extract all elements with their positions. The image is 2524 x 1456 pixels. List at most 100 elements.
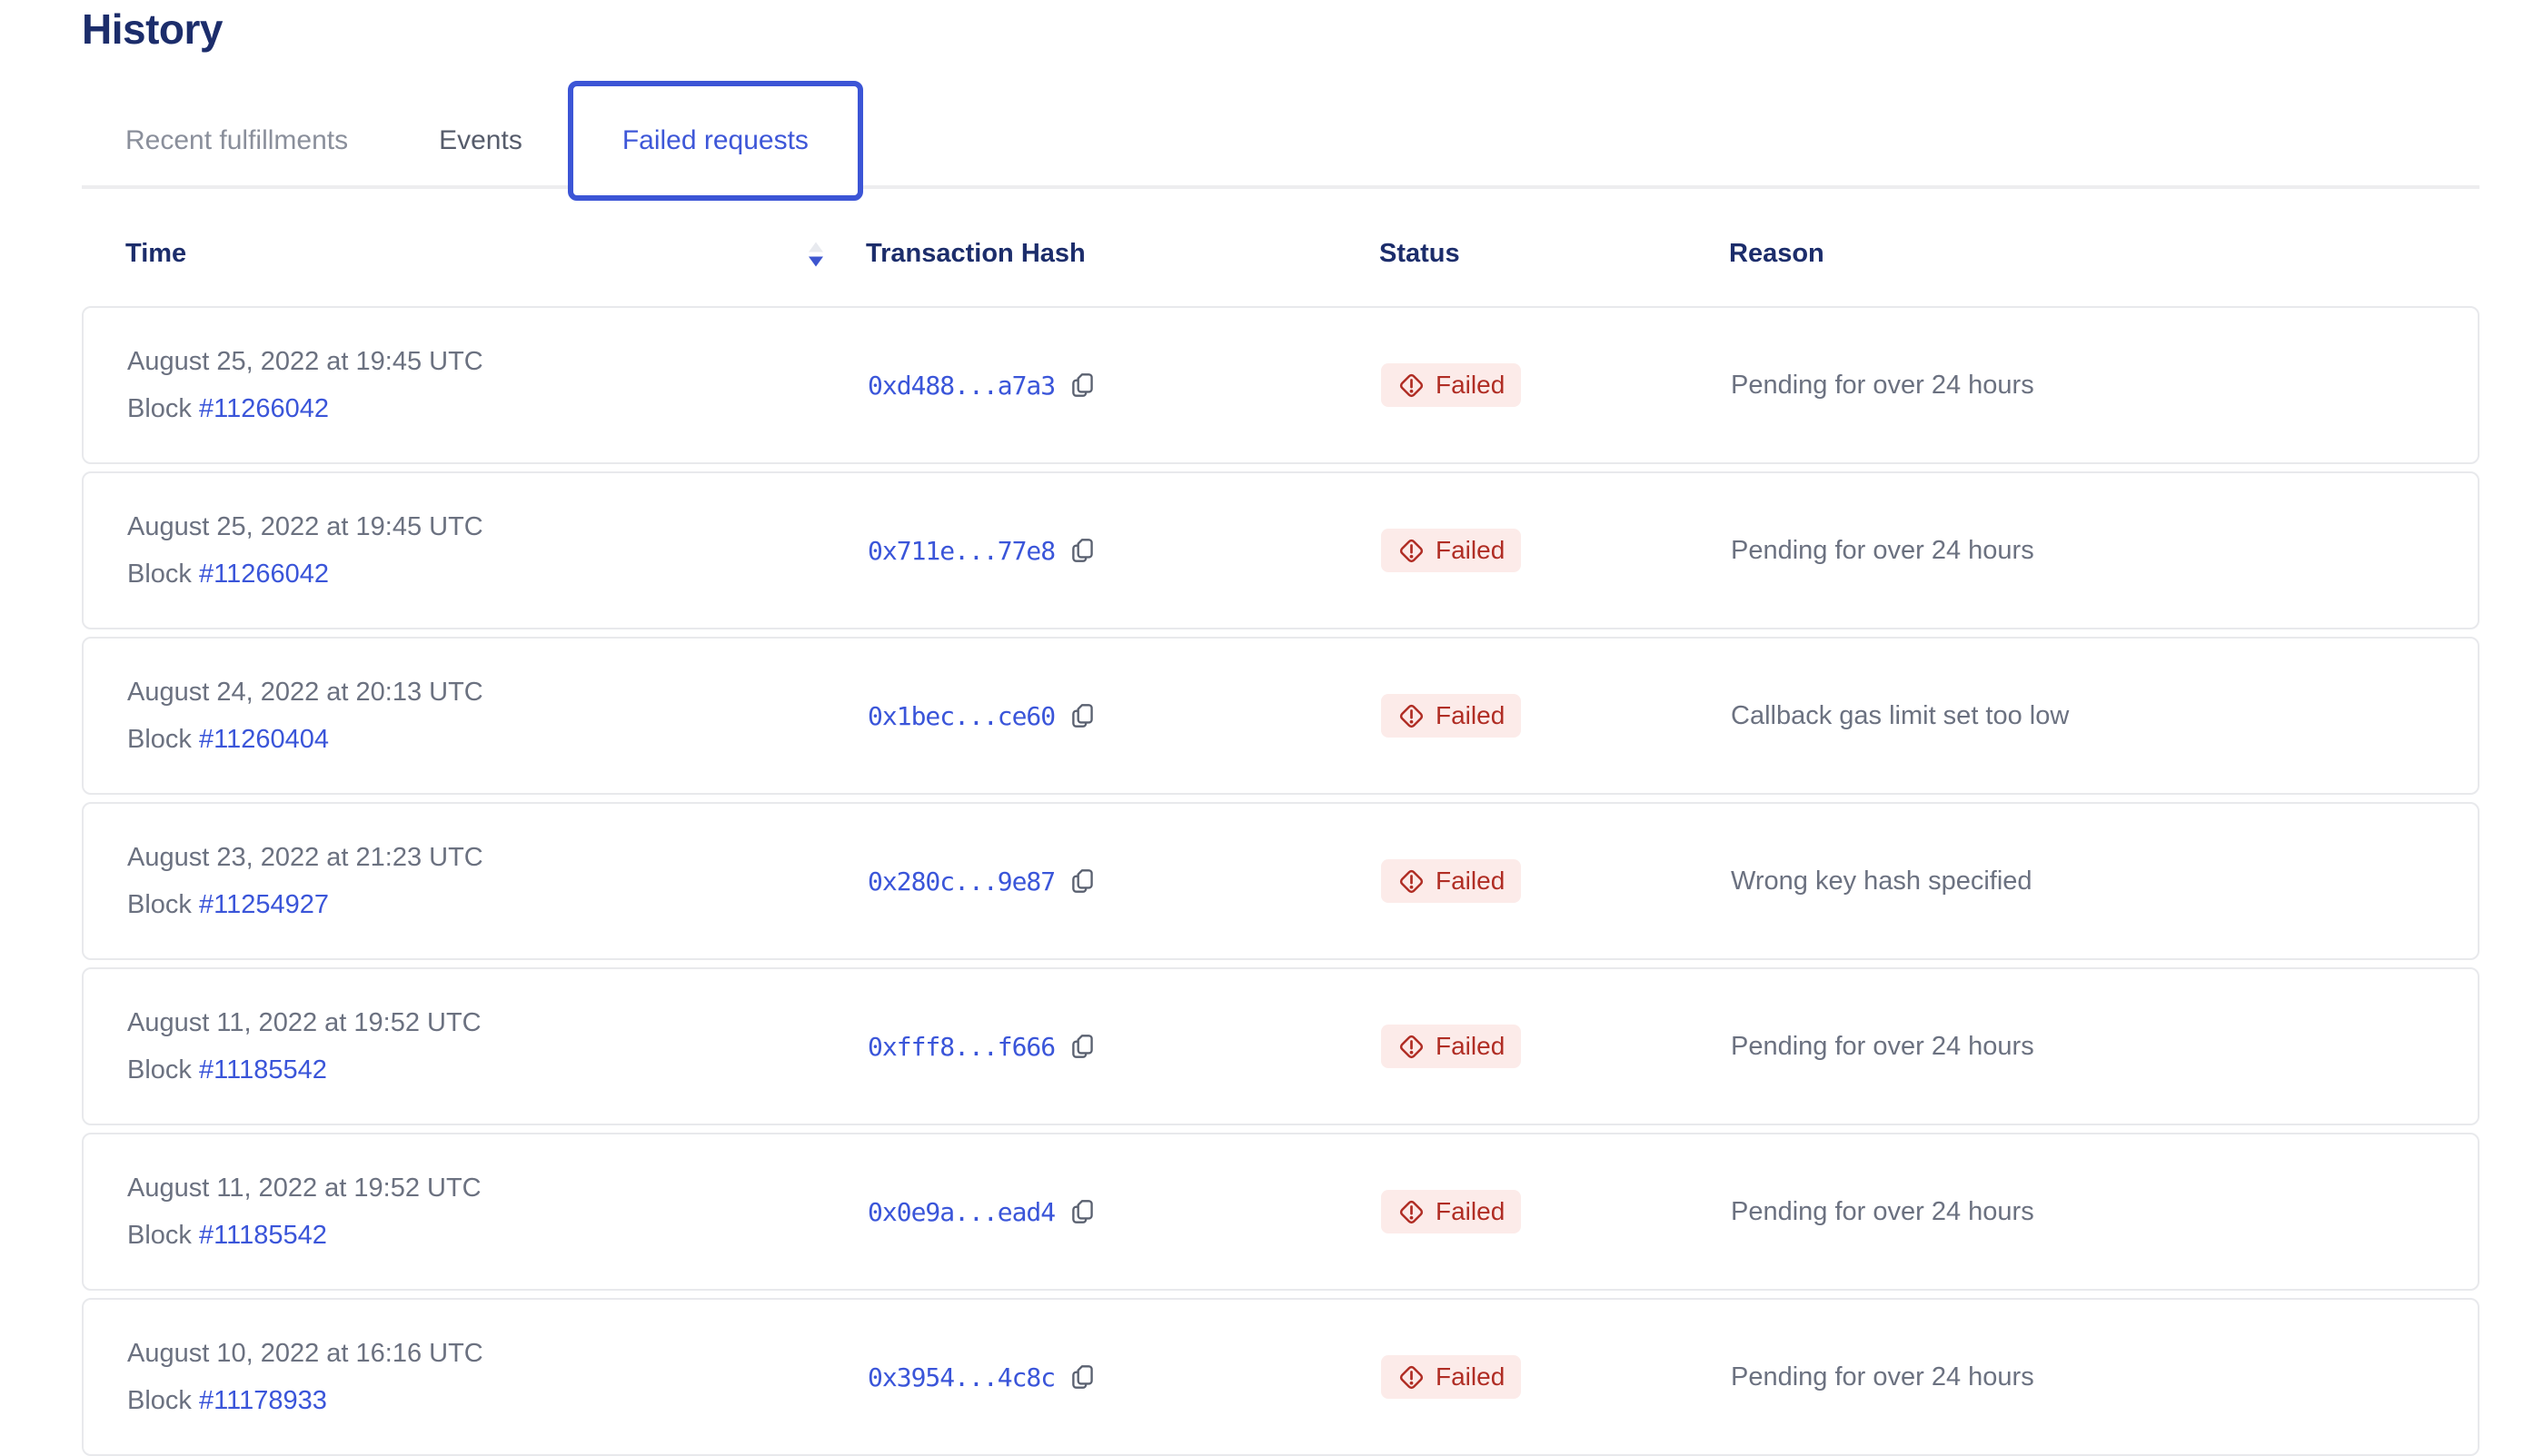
status-badge: Failed	[1381, 363, 1522, 407]
table-row: August 11, 2022 at 19:52 UTC Block #1118…	[82, 1133, 2479, 1291]
table-row: August 25, 2022 at 19:45 UTC Block #1126…	[82, 306, 2479, 464]
row-timestamp: August 24, 2022 at 20:13 UTC	[127, 678, 483, 707]
hash-cell: 0xd488...a7a3	[868, 370, 1381, 401]
block-line: Block #11260404	[127, 725, 868, 754]
copy-icon[interactable]	[1068, 370, 1098, 401]
row-timestamp: August 11, 2022 at 19:52 UTC	[127, 1174, 482, 1203]
table-row: August 11, 2022 at 19:52 UTC Block #1118…	[82, 967, 2479, 1125]
status-cell: Failed	[1381, 529, 1731, 572]
status-badge-label: Failed	[1436, 1197, 1505, 1225]
column-header-status[interactable]: Status	[1379, 239, 1460, 268]
column-header-transaction-hash[interactable]: Transaction Hash	[866, 239, 1086, 268]
hash-cell: 0x1bec...ce60	[868, 700, 1381, 731]
block-label: Block	[127, 394, 192, 423]
block-number-link[interactable]: #11254927	[198, 890, 329, 919]
status-cell: Failed	[1381, 859, 1731, 903]
failure-reason: Callback gas limit set too low	[1731, 700, 2070, 730]
transaction-hash-link[interactable]: 0x280c...9e87	[868, 866, 1056, 896]
alert-diamond-icon	[1399, 704, 1424, 728]
status-badge: Failed	[1381, 1355, 1522, 1399]
time-cell: August 23, 2022 at 21:23 UTC Block #1125…	[84, 843, 868, 919]
time-cell: August 25, 2022 at 19:45 UTC Block #1126…	[84, 512, 868, 589]
failure-reason: Pending for over 24 hours	[1731, 1031, 2034, 1061]
status-badge: Failed	[1381, 1190, 1522, 1233]
row-timestamp: August 25, 2022 at 19:45 UTC	[127, 512, 483, 541]
block-number-link[interactable]: #11266042	[198, 560, 329, 589]
block-line: Block #11254927	[127, 890, 868, 919]
block-line: Block #11185542	[127, 1221, 868, 1250]
block-label: Block	[127, 725, 192, 754]
status-cell: Failed	[1381, 694, 1731, 738]
tab-events[interactable]: Events	[439, 125, 522, 155]
hash-cell: 0x280c...9e87	[868, 866, 1381, 896]
failure-reason: Wrong key hash specified	[1731, 866, 2032, 896]
block-number-link[interactable]: #11178933	[198, 1386, 327, 1415]
status-badge-label: Failed	[1436, 1032, 1505, 1060]
alert-diamond-icon	[1399, 539, 1424, 562]
tab-failed-requests[interactable]: Failed requests	[567, 81, 863, 201]
time-cell: August 25, 2022 at 19:45 UTC Block #1126…	[84, 347, 868, 423]
sort-descending-icon[interactable]	[809, 242, 823, 266]
block-line: Block #11178933	[127, 1386, 868, 1415]
status-cell: Failed	[1381, 363, 1731, 407]
transaction-hash-link[interactable]: 0xfff8...f666	[868, 1031, 1056, 1062]
block-label: Block	[127, 890, 192, 919]
hash-cell: 0xfff8...f666	[868, 1031, 1381, 1062]
status-badge-label: Failed	[1436, 1362, 1505, 1391]
status-cell: Failed	[1381, 1355, 1731, 1399]
status-badge-label: Failed	[1436, 867, 1505, 895]
transaction-hash-link[interactable]: 0xd488...a7a3	[868, 370, 1056, 401]
status-badge-label: Failed	[1436, 536, 1505, 564]
transaction-hash-link[interactable]: 0x711e...77e8	[868, 535, 1056, 566]
block-label: Block	[127, 1221, 192, 1250]
block-number-link[interactable]: #11260404	[198, 725, 329, 754]
block-line: Block #11266042	[127, 394, 868, 423]
status-badge: Failed	[1381, 529, 1522, 572]
column-header-time[interactable]: Time	[125, 239, 187, 268]
transaction-hash-link[interactable]: 0x3954...4c8c	[868, 1362, 1056, 1392]
time-cell: August 10, 2022 at 16:16 UTC Block #1117…	[84, 1339, 868, 1415]
row-timestamp: August 25, 2022 at 19:45 UTC	[127, 347, 483, 376]
block-label: Block	[127, 560, 192, 589]
failure-reason: Pending for over 24 hours	[1731, 1362, 2034, 1392]
failure-reason: Pending for over 24 hours	[1731, 370, 2034, 400]
transaction-hash-link[interactable]: 0x1bec...ce60	[868, 700, 1056, 731]
sort-down-triangle	[809, 256, 823, 266]
alert-diamond-icon	[1399, 1200, 1424, 1223]
copy-icon[interactable]	[1068, 1362, 1098, 1392]
table-row: August 24, 2022 at 20:13 UTC Block #1126…	[82, 637, 2479, 795]
status-badge: Failed	[1381, 859, 1522, 903]
table-row: August 10, 2022 at 16:16 UTC Block #1117…	[82, 1298, 2479, 1456]
row-timestamp: August 10, 2022 at 16:16 UTC	[127, 1339, 483, 1368]
hash-cell: 0x0e9a...ead4	[868, 1196, 1381, 1227]
hash-cell: 0x711e...77e8	[868, 535, 1381, 566]
table-row: August 25, 2022 at 19:45 UTC Block #1126…	[82, 471, 2479, 629]
sort-up-triangle	[809, 242, 823, 252]
copy-icon[interactable]	[1068, 535, 1098, 566]
block-number-link[interactable]: #11185542	[198, 1055, 327, 1085]
status-badge-label: Failed	[1436, 371, 1505, 399]
block-label: Block	[127, 1386, 192, 1415]
copy-icon[interactable]	[1068, 700, 1098, 731]
time-cell: August 11, 2022 at 19:52 UTC Block #1118…	[84, 1174, 868, 1250]
block-line: Block #11266042	[127, 560, 868, 589]
failed-requests-list: August 25, 2022 at 19:45 UTC Block #1126…	[82, 306, 2479, 1456]
transaction-hash-link[interactable]: 0x0e9a...ead4	[868, 1196, 1056, 1227]
table-header: Time Transaction Hash Status Reason	[82, 202, 2479, 306]
status-badge: Failed	[1381, 694, 1522, 738]
column-header-reason[interactable]: Reason	[1729, 239, 1824, 268]
alert-diamond-icon	[1399, 1365, 1424, 1389]
alert-diamond-icon	[1399, 869, 1424, 893]
history-page: History Recent fulfillments Events Faile…	[82, 0, 2479, 1456]
copy-icon[interactable]	[1068, 1031, 1098, 1062]
table-row: August 23, 2022 at 21:23 UTC Block #1125…	[82, 802, 2479, 960]
block-number-link[interactable]: #11185542	[198, 1221, 327, 1250]
copy-icon[interactable]	[1068, 1196, 1098, 1227]
status-cell: Failed	[1381, 1025, 1731, 1068]
row-timestamp: August 11, 2022 at 19:52 UTC	[127, 1008, 482, 1037]
block-number-link[interactable]: #11266042	[198, 394, 329, 423]
failure-reason: Pending for over 24 hours	[1731, 1196, 2034, 1226]
tab-recent-fulfillments[interactable]: Recent fulfillments	[125, 125, 349, 155]
copy-icon[interactable]	[1068, 866, 1098, 896]
block-label: Block	[127, 1055, 192, 1085]
